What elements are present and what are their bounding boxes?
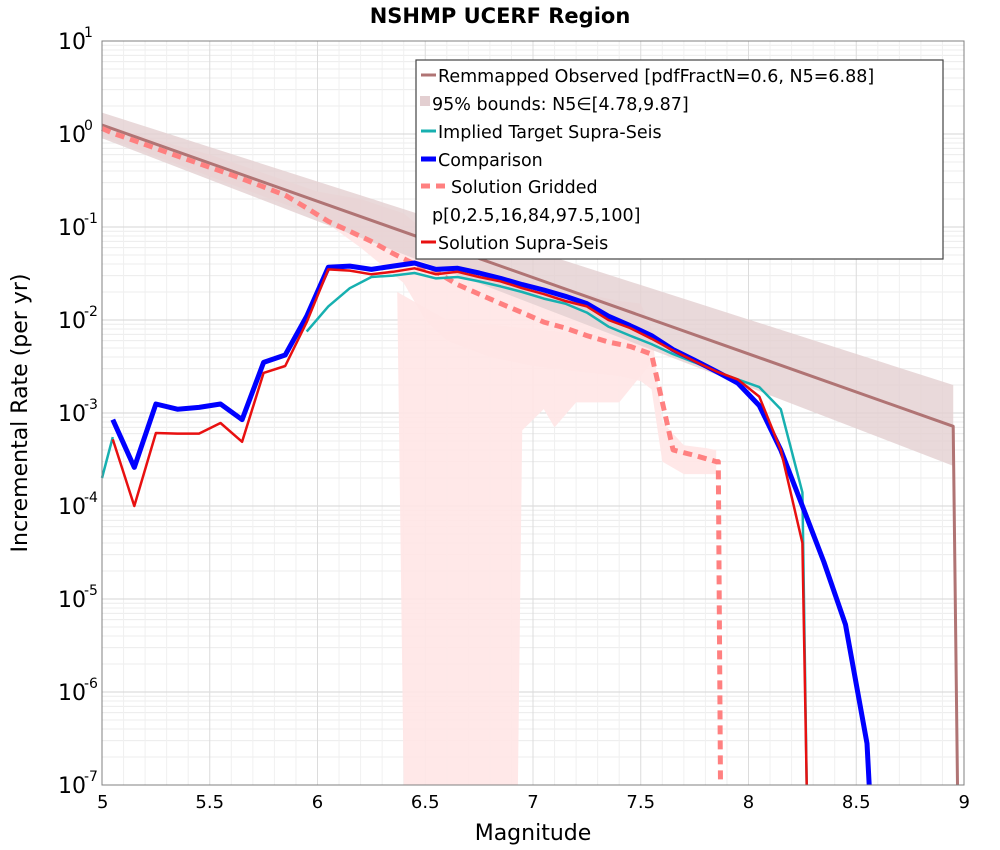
y-tick-label: 10-1	[58, 211, 98, 241]
legend-box	[415, 59, 944, 260]
y-tick-exponent: 1	[84, 25, 93, 41]
y-tick-base: 10	[58, 681, 86, 706]
x-tick-label: 6.5	[411, 792, 440, 813]
y-tick-base: 10	[58, 123, 86, 148]
x-axis-label: Magnitude	[475, 821, 592, 846]
y-tick-label: 101	[58, 25, 93, 55]
y-tick-label: 10-5	[58, 583, 98, 613]
legend-item-percentiles: p[0,2.5,16,84,97.5,100]	[432, 206, 640, 226]
legend-item-gridded: Solution Gridded	[451, 178, 598, 198]
legend-item-observed-bounds: 95% bounds: N5∈[4.78,9.87]	[432, 95, 689, 115]
series-line-observed	[101, 123, 959, 786]
chart-title: NSHMP UCERF Region	[370, 4, 631, 28]
plot-frame	[101, 40, 965, 786]
y-tick-label: 10-6	[58, 676, 98, 706]
x-tick-label: 7.5	[626, 792, 655, 813]
legend: Remmapped Observed [pdfFractN=0.6, N5=6.…	[415, 59, 944, 260]
series-line-comparison	[110, 260, 872, 786]
y-tick-base: 10	[58, 588, 86, 613]
series-layer	[100, 123, 959, 786]
y-tick-exponent: -3	[84, 397, 98, 413]
y-tick-base: 10	[58, 216, 86, 241]
legend-swatch-observed-bounds	[420, 96, 430, 106]
y-tick-label: 10-4	[58, 490, 98, 520]
y-tick-base: 10	[58, 309, 86, 334]
y-tick-exponent: -1	[84, 211, 98, 227]
y-tick-exponent: 0	[84, 118, 93, 134]
legend-item-target: Implied Target Supra-Seis	[438, 123, 662, 143]
y-tick-exponent: -5	[84, 583, 98, 599]
y-tick-label: 10-2	[58, 304, 98, 334]
y-tick-base: 10	[58, 402, 86, 427]
legend-item-supra: Solution Supra-Seis	[438, 234, 608, 254]
x-axis-ticks: 5 5.5 6 6.5 7 7.5 8 8.5 9	[97, 792, 970, 813]
x-tick-label: 6	[312, 792, 323, 813]
percentile-band-tail	[397, 292, 652, 785]
y-axis-label: Incremental Rate (per yr)	[8, 274, 33, 553]
series-line-supra	[111, 267, 808, 786]
y-tick-label: 10-7	[58, 769, 98, 799]
x-tick-label: 9	[959, 792, 970, 813]
x-tick-label: 7	[527, 792, 538, 813]
legend-item-comparison: Comparison	[438, 151, 543, 171]
y-tick-exponent: -4	[84, 490, 98, 506]
x-tick-label: 5	[97, 792, 108, 813]
x-tick-label: 5.5	[195, 792, 224, 813]
y-tick-base: 10	[58, 30, 86, 55]
y-tick-base: 10	[58, 495, 86, 520]
y-tick-base: 10	[58, 774, 86, 799]
y-tick-exponent: -6	[84, 676, 98, 692]
y-tick-label: 100	[58, 118, 93, 148]
y-tick-exponent: -7	[84, 769, 98, 785]
legend-item-observed: Remmapped Observed [pdfFractN=0.6, N5=6.…	[438, 67, 874, 87]
x-tick-label: 8.5	[842, 792, 871, 813]
y-tick-exponent: -2	[84, 304, 98, 320]
y-tick-label: 10-3	[58, 397, 98, 427]
x-tick-label: 8	[743, 792, 754, 813]
